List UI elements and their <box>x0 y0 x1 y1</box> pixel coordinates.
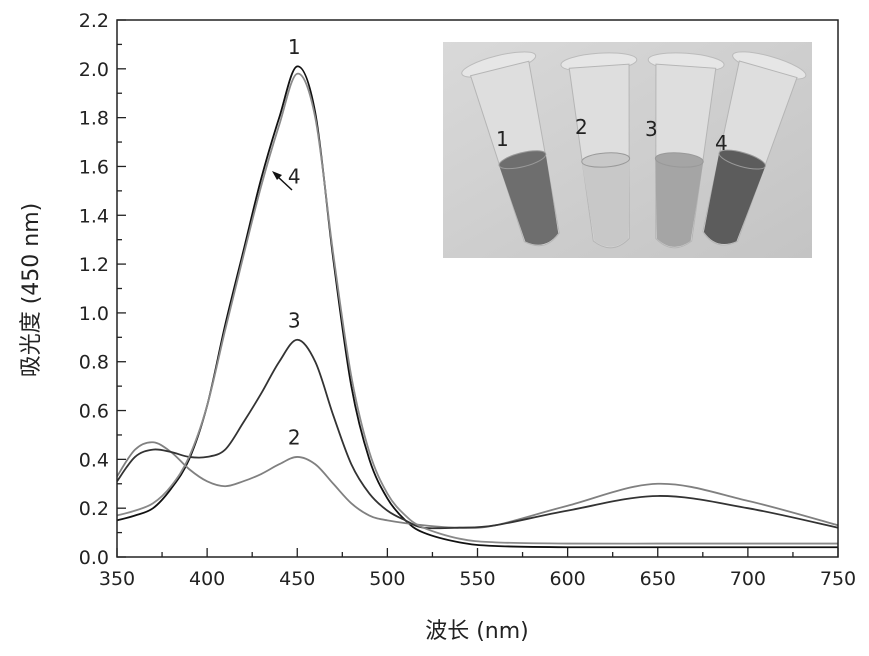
tube-4 <box>702 51 807 246</box>
curve-label-4: 4 <box>288 165 301 189</box>
y-tick-label: 1.0 <box>79 303 109 325</box>
x-tick-label: 550 <box>459 568 495 590</box>
x-tick-label: 750 <box>820 568 856 590</box>
tube-label: 2 <box>575 115 588 139</box>
x-axis-label: 波长 (nm) <box>425 619 529 644</box>
tube-label: 3 <box>645 117 658 141</box>
y-tick-label: 1.4 <box>79 205 109 227</box>
tube-label: 1 <box>496 127 509 151</box>
y-tick-label: 2.0 <box>79 59 109 81</box>
y-tick-label: 1.8 <box>79 108 109 130</box>
x-tick-label: 650 <box>640 568 676 590</box>
series-2-line <box>116 441 839 529</box>
tube-1 <box>461 51 560 247</box>
tube-2 <box>560 52 638 249</box>
x-tick-label: 500 <box>369 568 405 590</box>
y-axis-label: 吸光度 (450 nm) <box>19 203 44 378</box>
tube-label: 4 <box>715 131 728 155</box>
y-tick-label: 1.6 <box>79 156 109 178</box>
x-tick-label: 450 <box>279 568 315 590</box>
y-tick-label: 2.2 <box>79 10 109 32</box>
series-3-line <box>116 338 839 530</box>
inset-photo: 1 2 3 4 <box>443 42 812 258</box>
y-tick-label: 1.2 <box>79 254 109 276</box>
y-tick-label: 0.2 <box>79 498 109 520</box>
y-tick-label: 0.0 <box>79 547 109 569</box>
arrow-to-curve-4 <box>272 171 293 191</box>
curve-label-3: 3 <box>288 309 301 333</box>
y-tick-label: 0.4 <box>79 449 109 471</box>
curve-label-2: 2 <box>288 426 301 450</box>
y-tick-label: 0.6 <box>79 401 109 423</box>
x-tick-label: 350 <box>99 568 135 590</box>
series-4-line <box>116 72 838 545</box>
x-tick-label: 700 <box>730 568 766 590</box>
x-tick-label: 400 <box>189 568 225 590</box>
curve-label-1: 1 <box>288 35 301 59</box>
y-tick-label: 0.8 <box>79 352 109 374</box>
tube-3 <box>647 52 725 249</box>
x-tick-label: 600 <box>549 568 585 590</box>
